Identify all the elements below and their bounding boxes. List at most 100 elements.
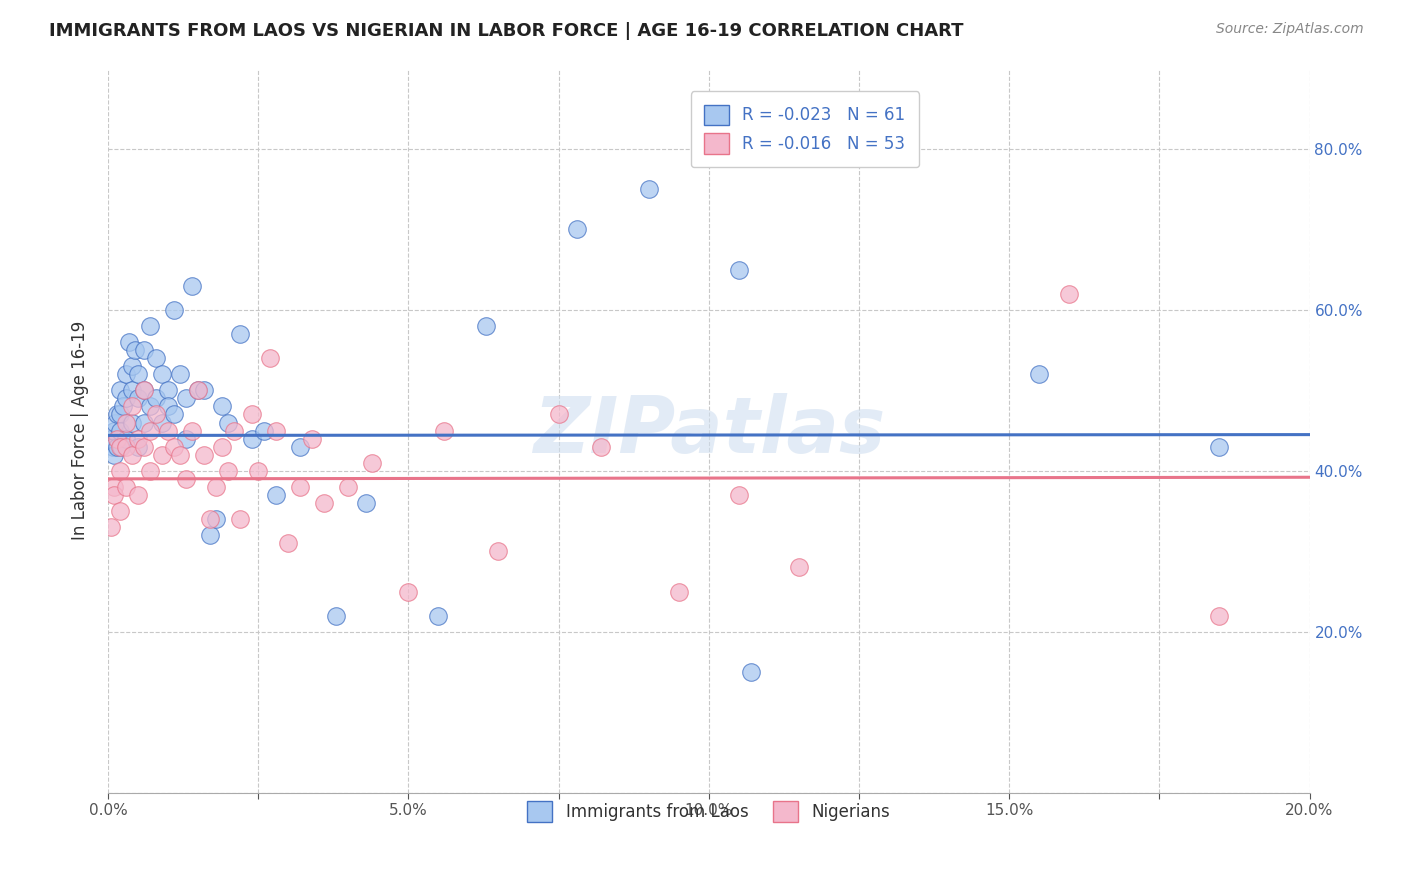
Point [108, 504, 131, 518]
Point [163, 302, 186, 317]
Point [103, 480, 125, 494]
Point [314, 496, 336, 510]
Point [253, 424, 276, 438]
Point [150, 448, 173, 462]
Point [1208, 608, 1230, 623]
Point [103, 448, 125, 462]
Point [145, 392, 167, 406]
Point [127, 432, 149, 446]
Point [565, 222, 588, 236]
Point [181, 424, 204, 438]
Point [325, 608, 347, 623]
Point [145, 351, 167, 366]
Point [105, 432, 128, 446]
Point [157, 384, 180, 398]
Point [132, 416, 155, 430]
Point [259, 351, 281, 366]
Point [547, 408, 569, 422]
Point [211, 440, 233, 454]
Point [101, 440, 124, 454]
Point [174, 432, 197, 446]
Point [111, 400, 134, 414]
Point [240, 408, 263, 422]
Point [247, 464, 270, 478]
Point [290, 480, 312, 494]
Point [475, 318, 498, 333]
Point [264, 488, 287, 502]
Point [229, 326, 252, 341]
Point [361, 456, 384, 470]
Point [103, 488, 125, 502]
Point [103, 424, 125, 438]
Point [727, 488, 749, 502]
Point [150, 416, 173, 430]
Point [337, 480, 360, 494]
Point [181, 278, 204, 293]
Text: Source: ZipAtlas.com: Source: ZipAtlas.com [1216, 22, 1364, 37]
Point [217, 464, 239, 478]
Point [115, 368, 138, 382]
Point [637, 182, 659, 196]
Point [127, 392, 149, 406]
Point [396, 584, 419, 599]
Point [121, 400, 143, 414]
Point [132, 384, 155, 398]
Point [488, 544, 510, 558]
Point [264, 424, 287, 438]
Point [1057, 286, 1080, 301]
Point [115, 480, 138, 494]
Point [740, 665, 762, 679]
Point [115, 440, 138, 454]
Point [115, 432, 138, 446]
Point [240, 432, 263, 446]
Point [127, 488, 149, 502]
Point [1208, 440, 1230, 454]
Point [139, 464, 162, 478]
Point [127, 440, 149, 454]
Point [100, 432, 122, 446]
Point [229, 512, 252, 526]
Text: ZIPatlas: ZIPatlas [533, 392, 884, 468]
Point [193, 384, 215, 398]
Point [124, 343, 146, 358]
Point [108, 424, 131, 438]
Point [139, 400, 162, 414]
Point [104, 416, 127, 430]
Point [139, 424, 162, 438]
Point [174, 392, 197, 406]
Text: IMMIGRANTS FROM LAOS VS NIGERIAN IN LABOR FORCE | AGE 16-19 CORRELATION CHART: IMMIGRANTS FROM LAOS VS NIGERIAN IN LABO… [49, 22, 963, 40]
Point [668, 584, 690, 599]
Point [108, 408, 131, 422]
Point [108, 464, 131, 478]
Point [427, 608, 450, 623]
Point [139, 318, 162, 333]
Point [277, 536, 299, 550]
Point [205, 512, 228, 526]
Point [108, 384, 131, 398]
Point [132, 343, 155, 358]
Point [121, 359, 143, 374]
Point [169, 368, 191, 382]
Point [433, 424, 456, 438]
Point [290, 440, 312, 454]
Point [100, 520, 122, 534]
Point [115, 416, 138, 430]
Point [169, 448, 191, 462]
Point [121, 416, 143, 430]
Point [145, 408, 167, 422]
Point [118, 334, 141, 349]
Point [163, 408, 186, 422]
Point [110, 440, 132, 454]
Y-axis label: In Labor Force | Age 16-19: In Labor Force | Age 16-19 [72, 321, 89, 541]
Point [198, 528, 221, 542]
Point [198, 512, 221, 526]
Point [157, 424, 180, 438]
Legend: Immigrants from Laos, Nigerians: Immigrants from Laos, Nigerians [513, 788, 904, 835]
Point [187, 384, 209, 398]
Point [105, 440, 128, 454]
Point [1028, 368, 1050, 382]
Point [105, 408, 128, 422]
Point [217, 416, 239, 430]
Point [127, 368, 149, 382]
Point [108, 440, 131, 454]
